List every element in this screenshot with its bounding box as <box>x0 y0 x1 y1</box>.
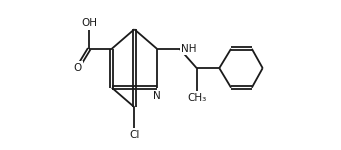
Text: N: N <box>153 91 161 101</box>
Text: CH₃: CH₃ <box>187 93 206 103</box>
Text: OH: OH <box>81 18 97 28</box>
Text: Cl: Cl <box>129 130 139 140</box>
Text: NH: NH <box>181 44 197 54</box>
Text: O: O <box>73 63 81 73</box>
